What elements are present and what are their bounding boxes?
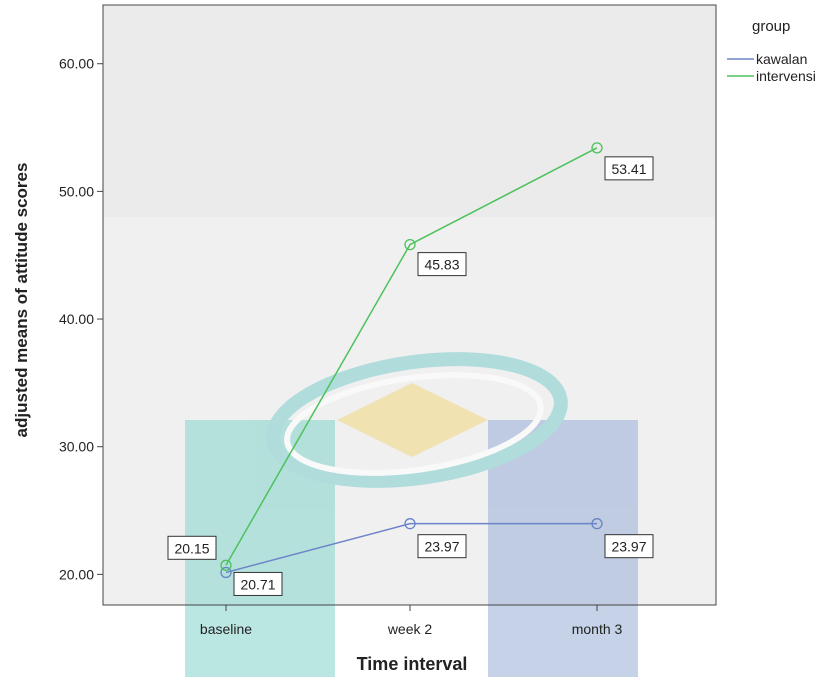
y-tick-label: 30.00	[59, 439, 94, 455]
legend-label-kawalan: kawalan	[756, 51, 807, 67]
legend-label-intervensi: intervensi	[756, 68, 816, 84]
data-label-box	[417, 534, 467, 559]
data-point-intervensi	[591, 142, 603, 154]
data-point-kawalan	[404, 518, 416, 530]
x-tick-label: week 2	[387, 621, 433, 637]
data-label-box	[604, 534, 654, 559]
data-label-box	[233, 571, 283, 596]
legend: group kawalan intervensi	[727, 18, 816, 84]
data-label-box	[604, 156, 654, 181]
data-label: 23.97	[611, 539, 646, 555]
data-point-kawalan	[591, 518, 603, 530]
data-label: 53.41	[611, 161, 646, 177]
watermark-ring-outer	[266, 352, 568, 488]
legend-title: group	[752, 18, 790, 35]
series-layer	[220, 142, 603, 579]
y-tick-label: 50.00	[59, 183, 94, 199]
data-label: 45.83	[424, 257, 459, 273]
y-tick-label: 40.00	[59, 311, 94, 327]
data-label: 23.97	[424, 539, 459, 555]
series-line-kawalan	[225, 522, 597, 574]
data-point-intervensi	[404, 238, 416, 251]
watermark-diamond	[337, 383, 488, 457]
y-axis-title: adjusted means of attitude scores	[12, 163, 31, 438]
data-label: 20.15	[174, 540, 209, 556]
x-tick-label: baseline	[200, 621, 252, 637]
series-line-intervensi	[225, 147, 598, 566]
y-tick-label: 60.00	[59, 56, 94, 72]
plot-background-upper-band	[103, 5, 716, 217]
y-tick-label: 20.00	[59, 566, 94, 582]
y-axis: 20.00 30.00 40.00 50.00 60.00	[59, 56, 103, 582]
data-label-layer: 20.71 23.97 23.97 20.15 45.83 53.41	[167, 156, 654, 596]
data-point-kawalan	[220, 566, 232, 579]
data-point-intervensi	[220, 559, 232, 571]
data-label: 20.71	[240, 576, 275, 592]
data-label-box	[167, 535, 217, 560]
x-tick-label: month 3	[572, 621, 623, 637]
x-axis: baseline week 2 month 3	[200, 605, 623, 637]
x-axis-title: Time interval	[357, 654, 468, 674]
watermark-ring-inner	[284, 372, 544, 476]
data-label-box	[417, 252, 467, 277]
